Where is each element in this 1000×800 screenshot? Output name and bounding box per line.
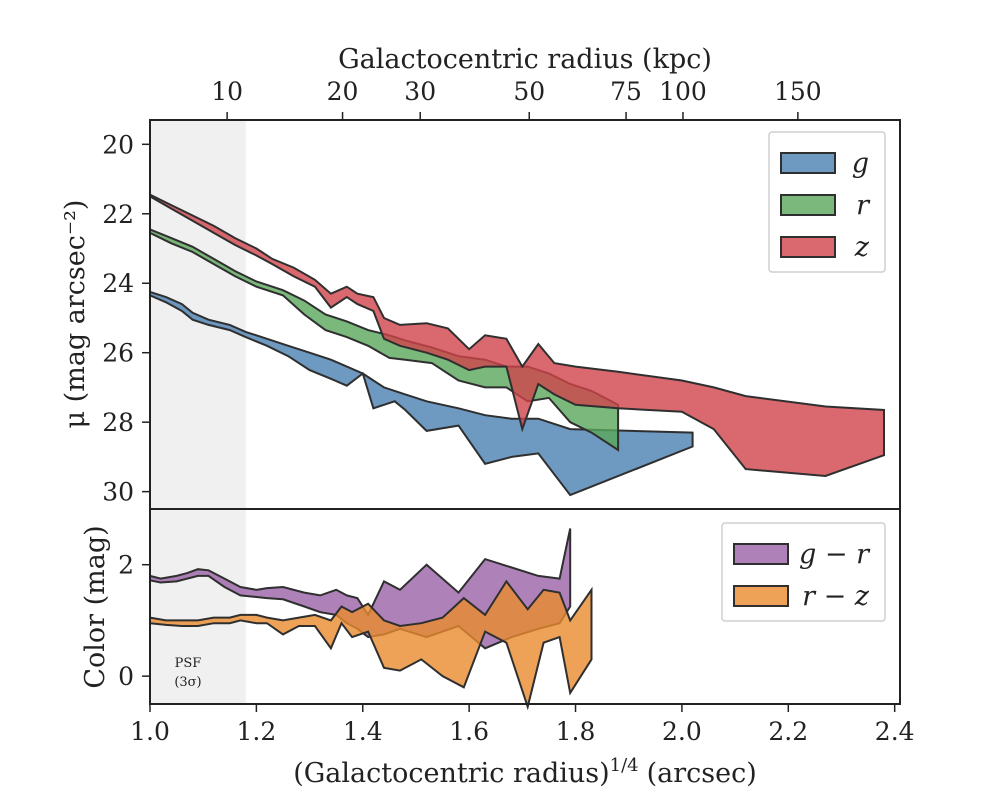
bottom-y-tick-label: 2	[118, 551, 134, 580]
x-label-superscript: 1/4	[610, 755, 639, 776]
bottom-band-r_z	[149, 579, 593, 711]
bottom-x-axis-label: (Galactocentric radius)1/4 (arcsec)	[293, 755, 757, 789]
top-y-ticks: 20 22 24 26 28 30	[102, 130, 150, 507]
top-panel: 20 22 24 26 28 30 10 20 30 50 75 100 150 Galactocen…	[60, 44, 901, 510]
bottom-x-tick-label: 1.8	[556, 717, 596, 746]
bottom-legend-swatch-r_z	[733, 585, 789, 607]
bottom-plot-frame	[149, 508, 901, 705]
top-y-tick-label: 30	[102, 478, 134, 507]
bottom-panel: 02 1.0 1.2 1.4 1.6 1.8 2.0 2.2 2.4 PSF (3σ) (Ga…	[80, 508, 915, 789]
top-legend: grz	[768, 131, 886, 273]
bottom-x-tick-label: 1.6	[449, 717, 489, 746]
top-x-tick-label: 50	[513, 77, 545, 106]
top-series-group	[149, 193, 885, 497]
top-y-tick-label: 22	[102, 200, 134, 229]
bottom-x-tick-label: 2.2	[768, 717, 808, 746]
bottom-series-group	[149, 528, 593, 711]
x-label-unit: (arcsec)	[647, 758, 757, 789]
bottom-legend-swatch-g_r	[733, 543, 789, 565]
top-y-tick-label: 20	[102, 130, 134, 159]
top-x-tick-label: 30	[404, 77, 436, 106]
top-y-tick-label: 26	[102, 339, 134, 368]
top-band-z	[149, 193, 885, 478]
top-legend-swatch-r	[780, 194, 836, 216]
top-legend-label-z: z	[854, 232, 870, 263]
bottom-psf-shade	[150, 509, 246, 704]
top-y-axis-label: μ (mag arcsec⁻²)	[60, 200, 91, 429]
bottom-x-tick-label: 2.0	[662, 717, 702, 746]
bottom-x-tick-label: 1.2	[237, 717, 277, 746]
bottom-x-tick-label: 2.4	[875, 717, 915, 746]
top-y-tick-label: 28	[102, 408, 134, 437]
top-x-ticks-kpc: 10 20 30 50 75 100 150	[211, 77, 822, 120]
top-legend-label-r: r	[856, 190, 871, 221]
top-x-tick-label: 150	[774, 77, 822, 106]
bottom-legend: g − r r − z	[721, 522, 886, 622]
bottom-x-tick-label: 1.0	[130, 717, 170, 746]
top-x-tick-label: 10	[211, 77, 243, 106]
psf-annotation-line1: PSF	[175, 656, 202, 671]
top-band-g	[149, 290, 694, 497]
psf-annotation-line2: (3σ)	[174, 675, 201, 690]
top-y-tick-label: 24	[102, 269, 134, 298]
bottom-x-ticks: 1.0 1.2 1.4 1.6 1.8 2.0 2.2 2.4	[130, 704, 915, 746]
top-x-tick-label: 20	[327, 77, 359, 106]
top-x-axis-label: Galactocentric radius (kpc)	[338, 44, 712, 75]
bottom-y-ticks: 02	[118, 551, 150, 691]
top-legend-label-g: g	[852, 148, 869, 179]
top-legend-swatch-g	[780, 152, 836, 174]
top-x-tick-label: 100	[659, 77, 707, 106]
bottom-legend-label-r_z: r − z	[802, 581, 870, 612]
top-x-tick-label: 75	[610, 77, 642, 106]
x-label-base: (Galactocentric radius)	[293, 758, 609, 789]
bottom-legend-label-g_r: g − r	[799, 539, 871, 570]
bottom-y-axis-label: Color (mag)	[80, 525, 111, 688]
top-legend-swatch-z	[780, 236, 836, 258]
bottom-y-tick-label: 0	[118, 662, 134, 691]
bottom-x-tick-label: 1.4	[343, 717, 383, 746]
